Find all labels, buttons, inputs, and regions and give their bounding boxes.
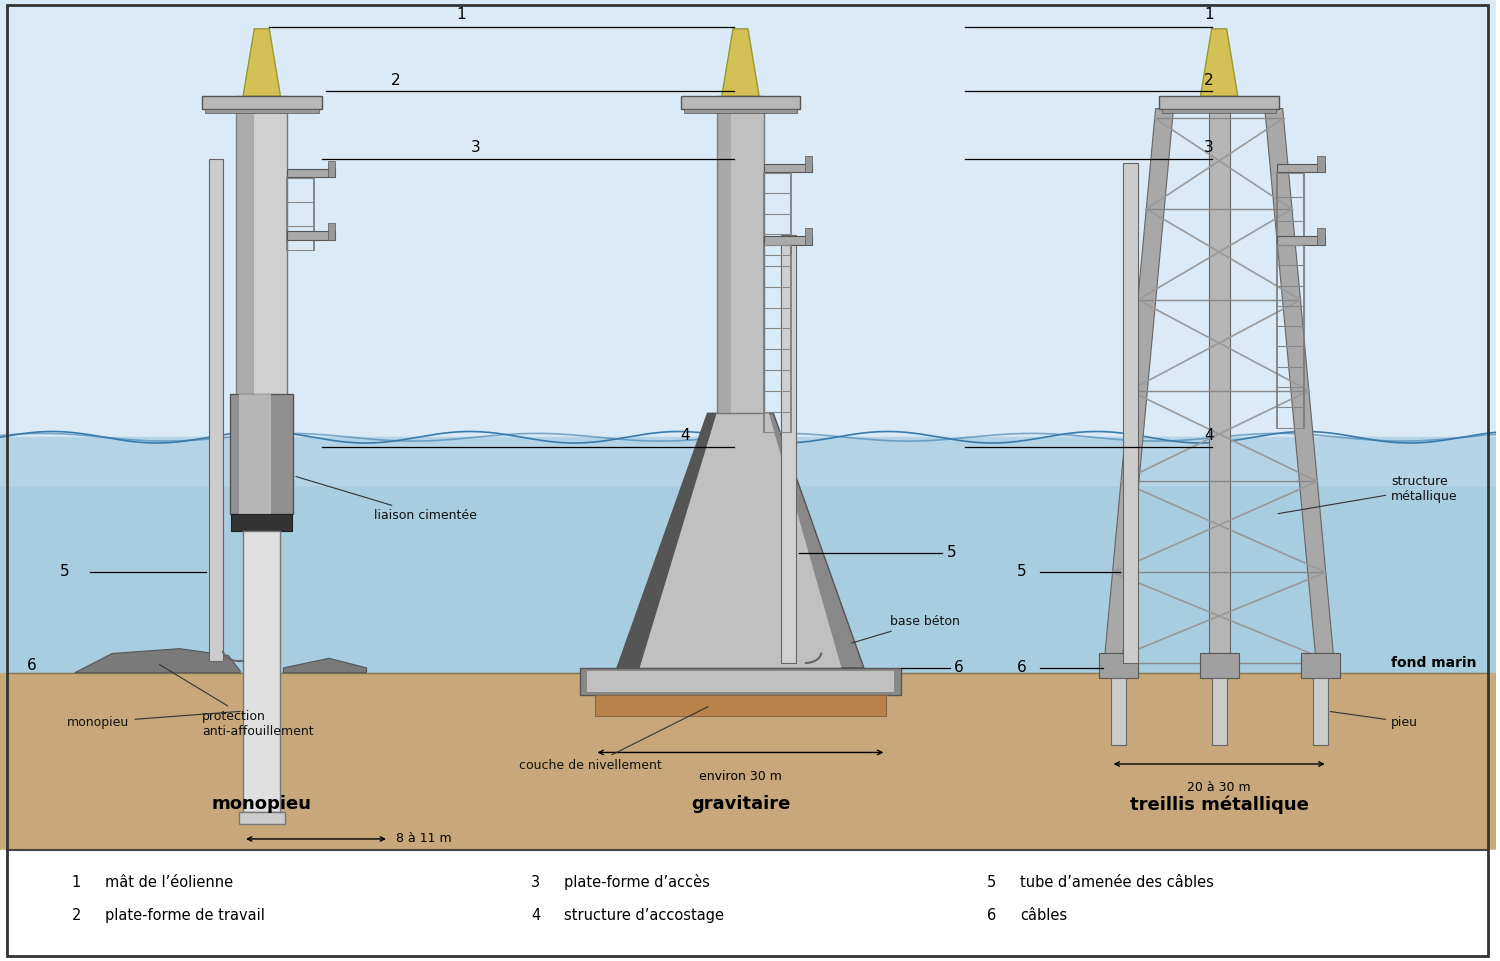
Text: 2: 2: [1204, 73, 1214, 87]
Bar: [210, 159, 224, 661]
Text: plate-forme d’accès: plate-forme d’accès: [564, 875, 710, 890]
Bar: [594, 695, 886, 716]
Text: 2: 2: [72, 908, 81, 924]
Bar: [1110, 678, 1125, 745]
Bar: [782, 235, 796, 663]
Text: 4: 4: [531, 908, 540, 924]
Text: 20 à 30 m: 20 à 30 m: [1188, 781, 1251, 795]
Text: 6: 6: [1017, 660, 1028, 676]
Text: 4: 4: [1204, 429, 1214, 443]
Bar: [717, 96, 730, 413]
Bar: [237, 96, 254, 399]
Bar: [1209, 109, 1230, 673]
Polygon shape: [284, 658, 366, 673]
Text: 2: 2: [392, 73, 400, 87]
Bar: [237, 96, 286, 399]
Text: 3: 3: [1204, 140, 1214, 155]
Bar: [240, 394, 272, 514]
Text: 5: 5: [987, 875, 996, 890]
Bar: [1317, 156, 1324, 172]
Bar: [1200, 653, 1239, 678]
Bar: [765, 235, 813, 244]
Polygon shape: [75, 649, 240, 673]
Text: gravitaire: gravitaire: [692, 796, 790, 813]
Text: 1: 1: [456, 8, 466, 22]
Text: structure d’accostage: structure d’accostage: [564, 908, 724, 924]
Text: monopieu: monopieu: [68, 711, 240, 728]
Bar: [1300, 653, 1340, 678]
Text: plate-forme de travail: plate-forme de travail: [105, 908, 264, 924]
Text: structure
métallique: structure métallique: [1278, 475, 1458, 514]
Text: 4: 4: [681, 429, 690, 443]
Text: protection
anti-affouillement: protection anti-affouillement: [159, 664, 314, 738]
Bar: [1317, 228, 1324, 244]
Text: 6: 6: [987, 908, 996, 924]
Bar: [765, 163, 813, 172]
Polygon shape: [616, 413, 864, 668]
Polygon shape: [1264, 109, 1335, 673]
Text: 5: 5: [60, 564, 69, 579]
Text: environ 30 m: environ 30 m: [699, 770, 782, 783]
Bar: [1312, 678, 1328, 745]
Text: 5: 5: [1017, 564, 1028, 579]
Bar: [586, 671, 894, 692]
Polygon shape: [616, 413, 717, 668]
Text: câbles: câbles: [1020, 908, 1068, 924]
Bar: [0, 437, 1496, 673]
Text: 6: 6: [27, 657, 36, 673]
Bar: [1122, 163, 1137, 663]
Text: mât de l’éolienne: mât de l’éolienne: [105, 875, 232, 890]
Bar: [0, 673, 1496, 850]
Polygon shape: [243, 29, 280, 96]
Bar: [0, 437, 1496, 485]
Text: pieu: pieu: [1330, 711, 1418, 728]
Bar: [231, 394, 292, 514]
Bar: [579, 668, 902, 695]
Text: 3: 3: [471, 140, 482, 155]
Bar: [684, 109, 798, 113]
Text: base béton: base béton: [852, 615, 960, 643]
Text: tube d’amenée des câbles: tube d’amenée des câbles: [1020, 875, 1214, 890]
Bar: [286, 168, 334, 177]
Bar: [1162, 109, 1276, 113]
Bar: [1160, 96, 1280, 109]
Text: 6: 6: [954, 660, 964, 676]
Bar: [231, 514, 292, 531]
Text: treillis métallique: treillis métallique: [1130, 795, 1308, 814]
Bar: [717, 96, 765, 413]
Bar: [1276, 163, 1324, 172]
Bar: [1212, 678, 1227, 745]
Text: 1: 1: [1204, 8, 1214, 22]
Bar: [206, 109, 318, 113]
Bar: [681, 96, 801, 109]
Text: monopieu: monopieu: [211, 796, 312, 813]
Text: 3: 3: [531, 875, 540, 890]
Text: 8 à 11 m: 8 à 11 m: [396, 832, 451, 846]
Bar: [238, 812, 285, 824]
Bar: [1276, 235, 1324, 244]
Text: fond marin: fond marin: [1390, 656, 1476, 670]
Bar: [243, 531, 280, 812]
Text: 5: 5: [946, 545, 957, 560]
Text: 1: 1: [72, 875, 81, 890]
Polygon shape: [722, 29, 759, 96]
Bar: [1098, 653, 1137, 678]
Bar: [0, 850, 1496, 961]
Polygon shape: [639, 413, 842, 668]
Text: couche de nivellement: couche de nivellement: [519, 706, 708, 772]
Bar: [806, 228, 813, 244]
Polygon shape: [1200, 29, 1237, 96]
Bar: [327, 223, 334, 239]
Bar: [0, 0, 1496, 437]
Polygon shape: [1102, 109, 1173, 673]
Bar: [202, 96, 321, 109]
Text: liaison cimentée: liaison cimentée: [296, 477, 477, 522]
Bar: [327, 160, 334, 177]
Bar: [806, 156, 813, 172]
Bar: [286, 231, 334, 239]
